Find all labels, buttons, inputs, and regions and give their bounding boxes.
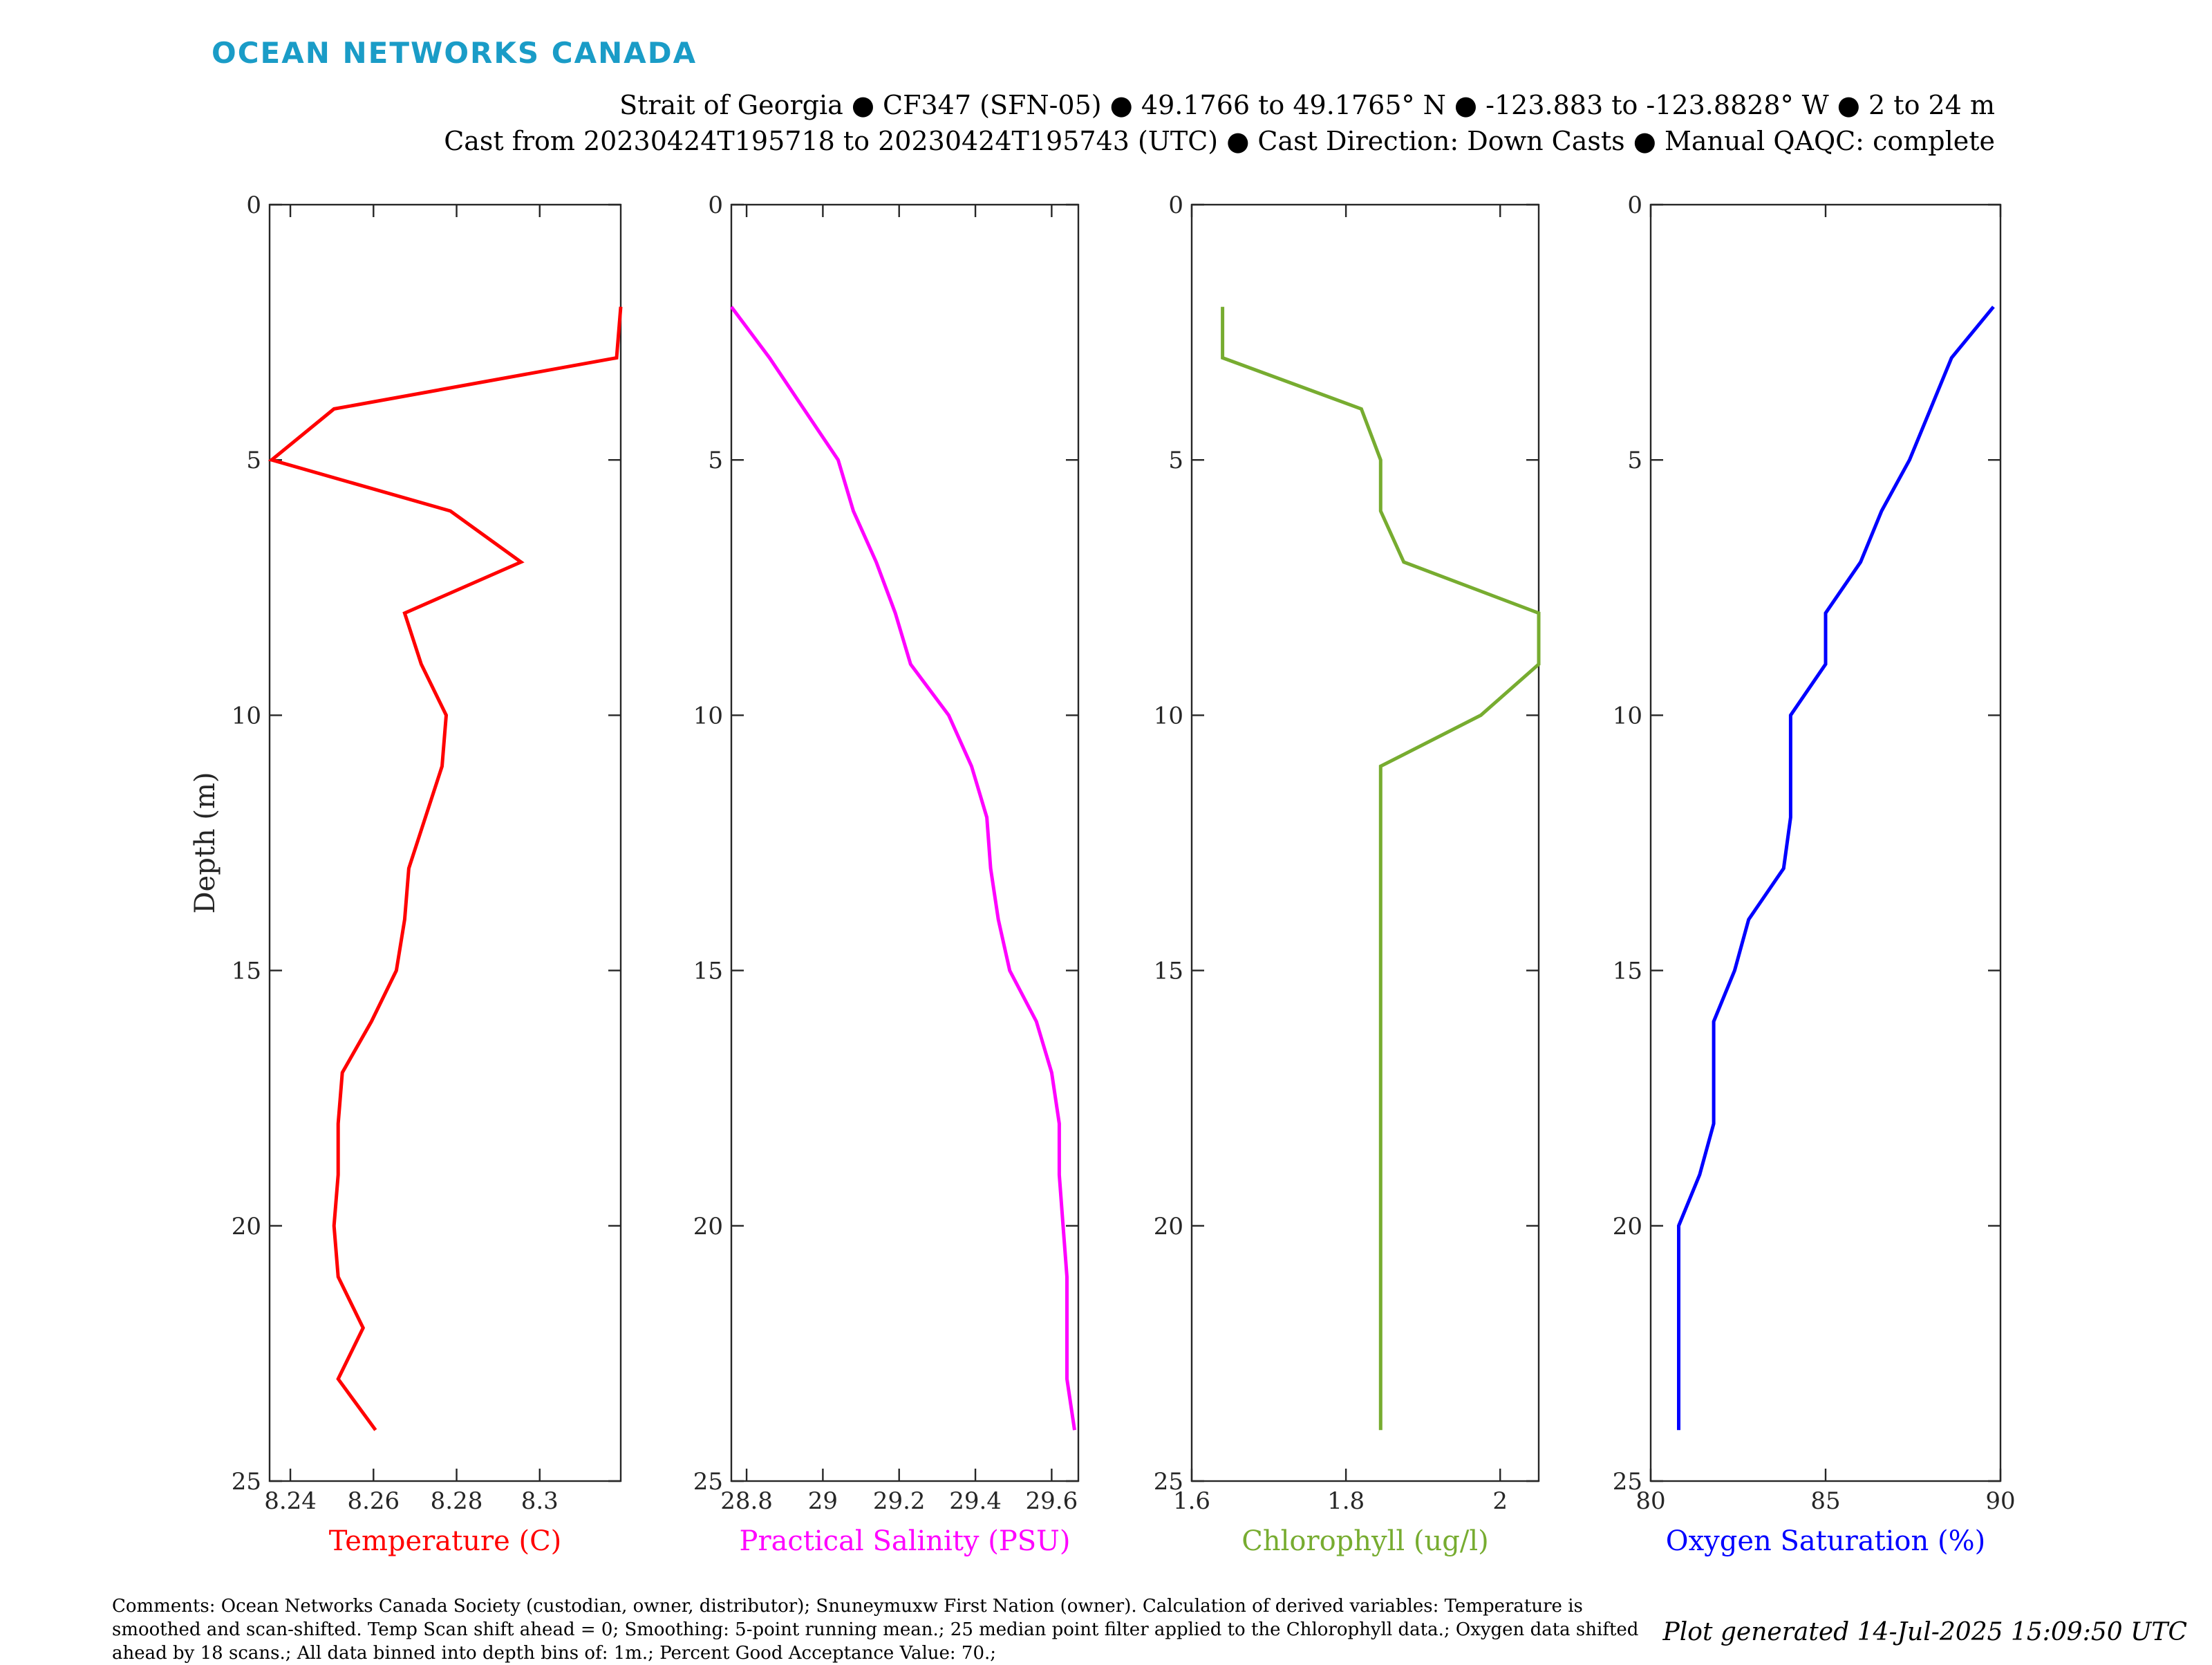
oxygen-profile-line [1677,306,1995,1431]
chlorophyll-xtick-label: 2 [1492,1487,1508,1515]
chlorophyll-xtick-label: 1.8 [1327,1487,1365,1515]
temperature-ytick-label: 5 [246,447,261,474]
temperature-xtick-label: 8.24 [264,1487,317,1515]
temperature-xtick-label: 8.28 [431,1487,483,1515]
salinity-ytick-label: 20 [693,1213,723,1240]
temperature-ytick-label: 15 [232,958,261,985]
chlorophyll-ytick-label: 0 [1168,192,1183,219]
temperature-xtick-label: 8.3 [521,1487,559,1515]
salinity-axes-box [730,203,1080,1482]
salinity-ytick-label: 15 [693,958,723,985]
oxygen-axes-box [1649,203,2002,1482]
temperature-xtick-label: 8.26 [347,1487,400,1515]
plot-title-line-2: Cast from 20230424T195718 to 20230424T19… [444,126,1995,156]
salinity-xlabel: Practical Salinity (PSU) [740,1525,1071,1557]
chlorophyll-xtick-label: 1.6 [1173,1487,1210,1515]
temperature-xlabel: Temperature (C) [329,1525,562,1557]
salinity-xtick-label: 29 [808,1487,838,1515]
comments-text: Comments: Ocean Networks Canada Society … [112,1596,1639,1664]
temperature-axes-box [268,203,622,1482]
chlorophyll-axes-box [1190,203,1540,1482]
salinity-ytick-label: 0 [708,192,723,219]
salinity-xtick-label: 29.4 [949,1487,1002,1515]
oxygen-ytick-label: 20 [1613,1213,1642,1240]
chlorophyll-ytick-label: 5 [1168,447,1183,474]
oxygen-ytick-label: 15 [1613,958,1642,985]
ocean-networks-canada-logo: OCEAN NETWORKS CANADA [212,36,697,70]
oxygen-ytick-label: 25 [1613,1468,1642,1496]
chlorophyll-ytick-label: 25 [1154,1468,1183,1496]
chlorophyll-ytick-label: 15 [1154,958,1183,985]
salinity-xtick-label: 29.2 [873,1487,926,1515]
temperature-ytick-label: 20 [232,1213,261,1240]
oxygen-ytick-label: 0 [1627,192,1642,219]
salinity-ytick-label: 25 [693,1468,723,1496]
oxygen-xtick-label: 85 [1810,1487,1840,1515]
plot-generated-timestamp: Plot generated 14-Jul-2025 15:09:50 UTC [1662,1618,2187,1646]
oxygen-xtick-label: 80 [1635,1487,1665,1515]
salinity-ytick-label: 10 [693,702,723,729]
temperature-ytick-label: 0 [246,192,261,219]
temperature-ytick-label: 25 [232,1468,261,1496]
salinity-xtick-label: 29.6 [1026,1487,1078,1515]
chlorophyll-ytick-label: 10 [1154,702,1183,729]
temperature-ytick-label: 10 [232,702,261,729]
chlorophyll-xlabel: Chlorophyll (ug/l) [1241,1525,1489,1557]
salinity-profile-line [729,306,1076,1431]
oxygen-ytick-label: 10 [1613,702,1642,729]
plot-title-line-1: Strait of Georgia ● CF347 (SFN-05) ● 49.… [619,90,1995,120]
oxygen-xtick-label: 90 [1985,1487,2015,1515]
salinity-ytick-label: 5 [708,447,723,474]
temperature-panel: 0 5 10 15 20 258.24 8.26 8.28 8.3 Temperature (C)… [189,192,623,1557]
salinity-xtick-label: 28.8 [720,1487,773,1515]
temperature-profile-line [268,306,623,1431]
chlorophyll-ytick-label: 20 [1154,1213,1183,1240]
temperature-ylabel: Depth (m) [189,772,221,913]
oxygen-ytick-label: 5 [1627,447,1642,474]
oxygen-xlabel: Oxygen Saturation (%) [1666,1525,1985,1557]
chlorophyll-profile-line [1221,306,1541,1431]
